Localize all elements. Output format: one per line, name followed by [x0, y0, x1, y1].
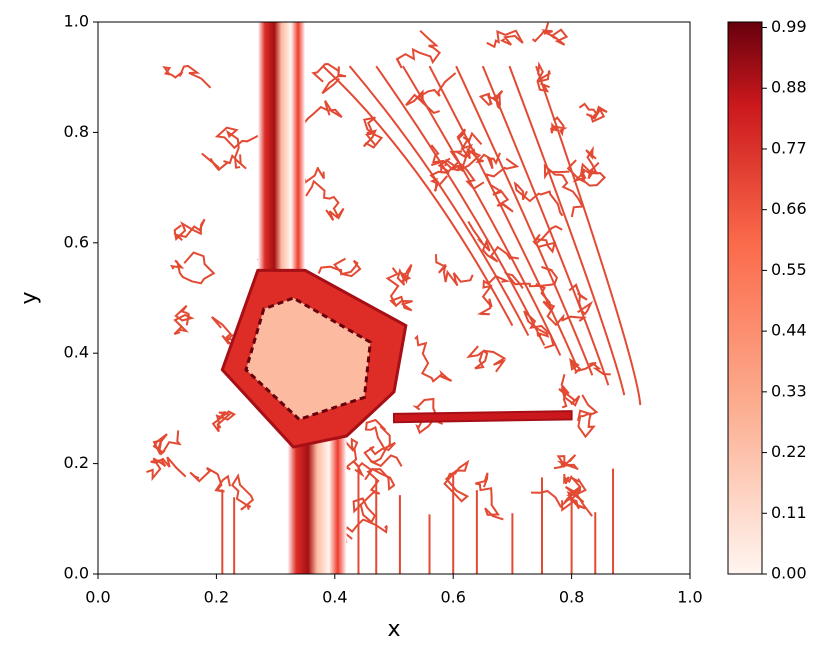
contour-line — [173, 218, 206, 242]
x-axis-title: x — [387, 617, 400, 642]
shock-band — [244, 296, 372, 422]
contour-line — [348, 65, 530, 336]
jet — [393, 410, 573, 424]
contour-line — [508, 65, 626, 396]
colorbar-tick-label: 0.55 — [771, 260, 807, 279]
contour-line — [513, 181, 564, 217]
colorbar-tick-label: 0.88 — [771, 78, 807, 97]
colorbar-tick-label: 0.22 — [771, 442, 807, 461]
contour-line — [311, 62, 347, 95]
contour-line — [443, 459, 470, 503]
contour-line — [396, 264, 413, 286]
contour-line — [362, 116, 384, 149]
y-tick-label: 0.2 — [64, 453, 89, 472]
y-tick-label: 1.0 — [64, 12, 89, 31]
contour-line — [152, 430, 182, 456]
colorbar-tick-label: 0.11 — [771, 503, 807, 522]
contour-line — [536, 61, 551, 93]
contour-line — [568, 283, 594, 316]
contour-line — [568, 357, 611, 376]
colorbar-tick-label: 0.66 — [771, 199, 807, 218]
y-tick-label: 0.8 — [64, 122, 89, 141]
contour-line — [455, 65, 594, 376]
contour-line — [363, 445, 403, 468]
colorbar-tick-label: 0.77 — [771, 138, 807, 157]
x-tick-label: 0.2 — [204, 588, 229, 607]
colorbar — [727, 21, 763, 575]
x-tick-label: 0.0 — [85, 588, 110, 607]
contour-line — [466, 345, 507, 373]
y-axis-title: y — [17, 291, 42, 304]
contour-line — [478, 90, 504, 111]
contour-line — [531, 476, 587, 508]
contour-line — [173, 304, 195, 336]
contour-line — [475, 472, 504, 521]
contour-line — [414, 334, 453, 383]
contour-line — [405, 72, 457, 115]
contour-line — [211, 410, 237, 433]
colorbar-tick-label: 0.33 — [771, 381, 807, 400]
contour-line — [543, 163, 585, 218]
contour-line — [214, 126, 259, 169]
contour-line — [322, 65, 514, 327]
contour-line — [531, 22, 569, 46]
contour-line — [340, 518, 388, 544]
contour-line — [486, 29, 524, 49]
y-tick-label: 0.0 — [64, 564, 89, 583]
colorbar-tick-label: 0.99 — [771, 17, 807, 36]
contour-line — [201, 152, 247, 172]
contour-line — [434, 254, 474, 287]
shock-band — [257, 22, 306, 271]
contour-line — [385, 267, 413, 312]
contour-line — [532, 225, 563, 254]
contour-line — [577, 394, 599, 439]
x-tick-label: 0.8 — [559, 588, 584, 607]
contour-line — [550, 116, 568, 137]
plot-frame — [97, 21, 691, 575]
contour-line — [162, 64, 212, 89]
y-tick-label: 0.6 — [64, 232, 89, 251]
contour-field — [146, 22, 642, 574]
contour-line — [317, 257, 362, 278]
y-tick-label: 0.4 — [64, 343, 89, 362]
contour-line — [170, 251, 216, 285]
contour-line — [553, 454, 579, 470]
contour-line — [558, 374, 581, 409]
contour-line — [481, 65, 610, 386]
x-tick-label: 1.0 — [677, 588, 702, 607]
contour-line — [231, 473, 255, 511]
contour-line — [503, 265, 559, 289]
contour-line — [566, 145, 607, 187]
contour-line — [467, 221, 519, 263]
colorbar-tick-label: 0.44 — [771, 321, 807, 340]
contour-line — [402, 65, 562, 356]
contour-line — [375, 65, 546, 346]
contour-line — [352, 460, 396, 492]
x-tick-label: 0.6 — [440, 588, 465, 607]
x-tick-label: 0.4 — [322, 588, 347, 607]
shock-band — [287, 436, 347, 574]
contour-line — [189, 467, 231, 493]
colorbar-tick-label: 0.00 — [771, 564, 807, 583]
contour-line — [578, 102, 608, 123]
contour-line — [305, 179, 345, 221]
contour-line — [535, 65, 642, 406]
contour-line — [146, 456, 187, 482]
contour-line — [428, 65, 578, 366]
contour-line — [364, 418, 396, 452]
contour-line — [395, 29, 441, 69]
